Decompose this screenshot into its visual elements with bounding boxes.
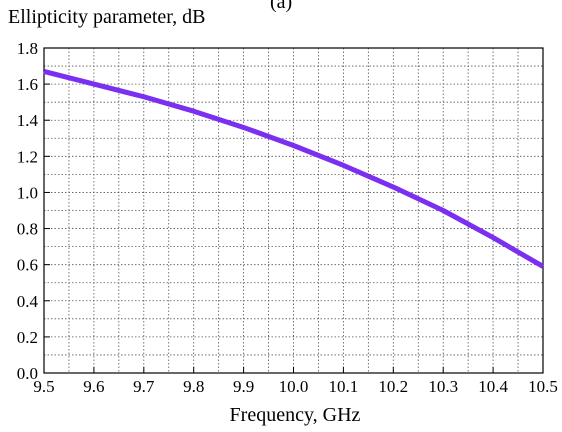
y-tick-label: 0.2: [17, 328, 38, 347]
x-tick-label: 10.0: [279, 377, 309, 396]
x-tick-label: 9.5: [33, 377, 54, 396]
x-tick-label: 9.9: [233, 377, 254, 396]
x-tick-label: 10.1: [329, 377, 359, 396]
x-tick-label: 10.4: [478, 377, 508, 396]
x-tick-label: 10.2: [378, 377, 408, 396]
y-tick-label: 1.4: [17, 111, 39, 130]
x-tick-label: 9.8: [183, 377, 204, 396]
x-tick-label: 10.3: [428, 377, 458, 396]
y-tick-label: 1.8: [17, 39, 38, 58]
y-tick-label: 1.0: [17, 183, 38, 202]
y-tick-label: 0.4: [17, 292, 39, 311]
y-tick-label: 0.6: [17, 256, 38, 275]
x-tick-label: 9.6: [83, 377, 104, 396]
x-tick-label: 10.5: [528, 377, 558, 396]
y-tick-label: 0.0: [17, 364, 38, 383]
y-tick-label: 1.2: [17, 147, 38, 166]
y-axis-label: Ellipticity parameter, dB: [8, 6, 206, 28]
x-tick-label: 9.7: [133, 377, 155, 396]
x-axis-label: Frequency, GHz: [229, 404, 361, 426]
y-tick-label: 0.8: [17, 220, 38, 239]
y-tick-label: 1.6: [17, 75, 38, 94]
panel-label: (a): [270, 0, 293, 13]
